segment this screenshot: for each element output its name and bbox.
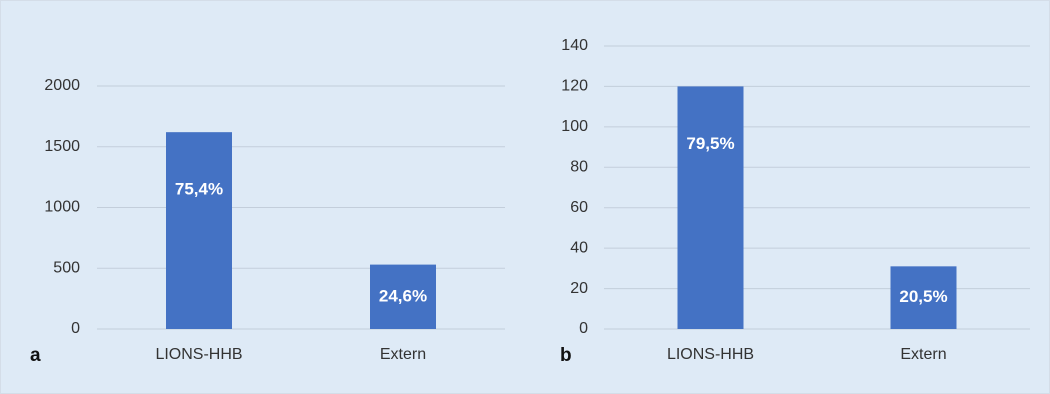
y-tick-label: 100 [561,118,588,135]
y-tick-label: 500 [53,259,80,276]
y-tick-label: 60 [570,199,588,216]
y-tick-label: 2000 [44,77,80,94]
panel-label: b [560,345,572,366]
x-tick-label: Extern [900,346,946,363]
bar [890,266,957,329]
y-tick-label: 40 [570,239,588,256]
bar-label: 75,4% [175,180,223,199]
x-tick-label: LIONS-HHB [667,346,754,363]
y-tick-label: 20 [570,280,588,297]
bar-label: 24,6% [379,286,427,305]
y-tick-label: 0 [71,320,80,337]
y-tick-label: 0 [579,320,588,337]
y-tick-label: 120 [561,78,588,95]
bar-label: 20,5% [899,287,947,306]
panel-label: a [30,345,41,366]
bar-label: 79,5% [686,134,734,153]
x-tick-label: LIONS-HHB [155,346,242,363]
x-tick-label: Extern [380,346,426,363]
bar [677,86,744,329]
bar [370,264,436,329]
bar [166,132,232,329]
y-tick-label: 1500 [44,138,80,155]
y-tick-label: 140 [561,37,588,54]
y-tick-label: 80 [570,159,588,176]
y-tick-label: 1000 [44,199,80,216]
